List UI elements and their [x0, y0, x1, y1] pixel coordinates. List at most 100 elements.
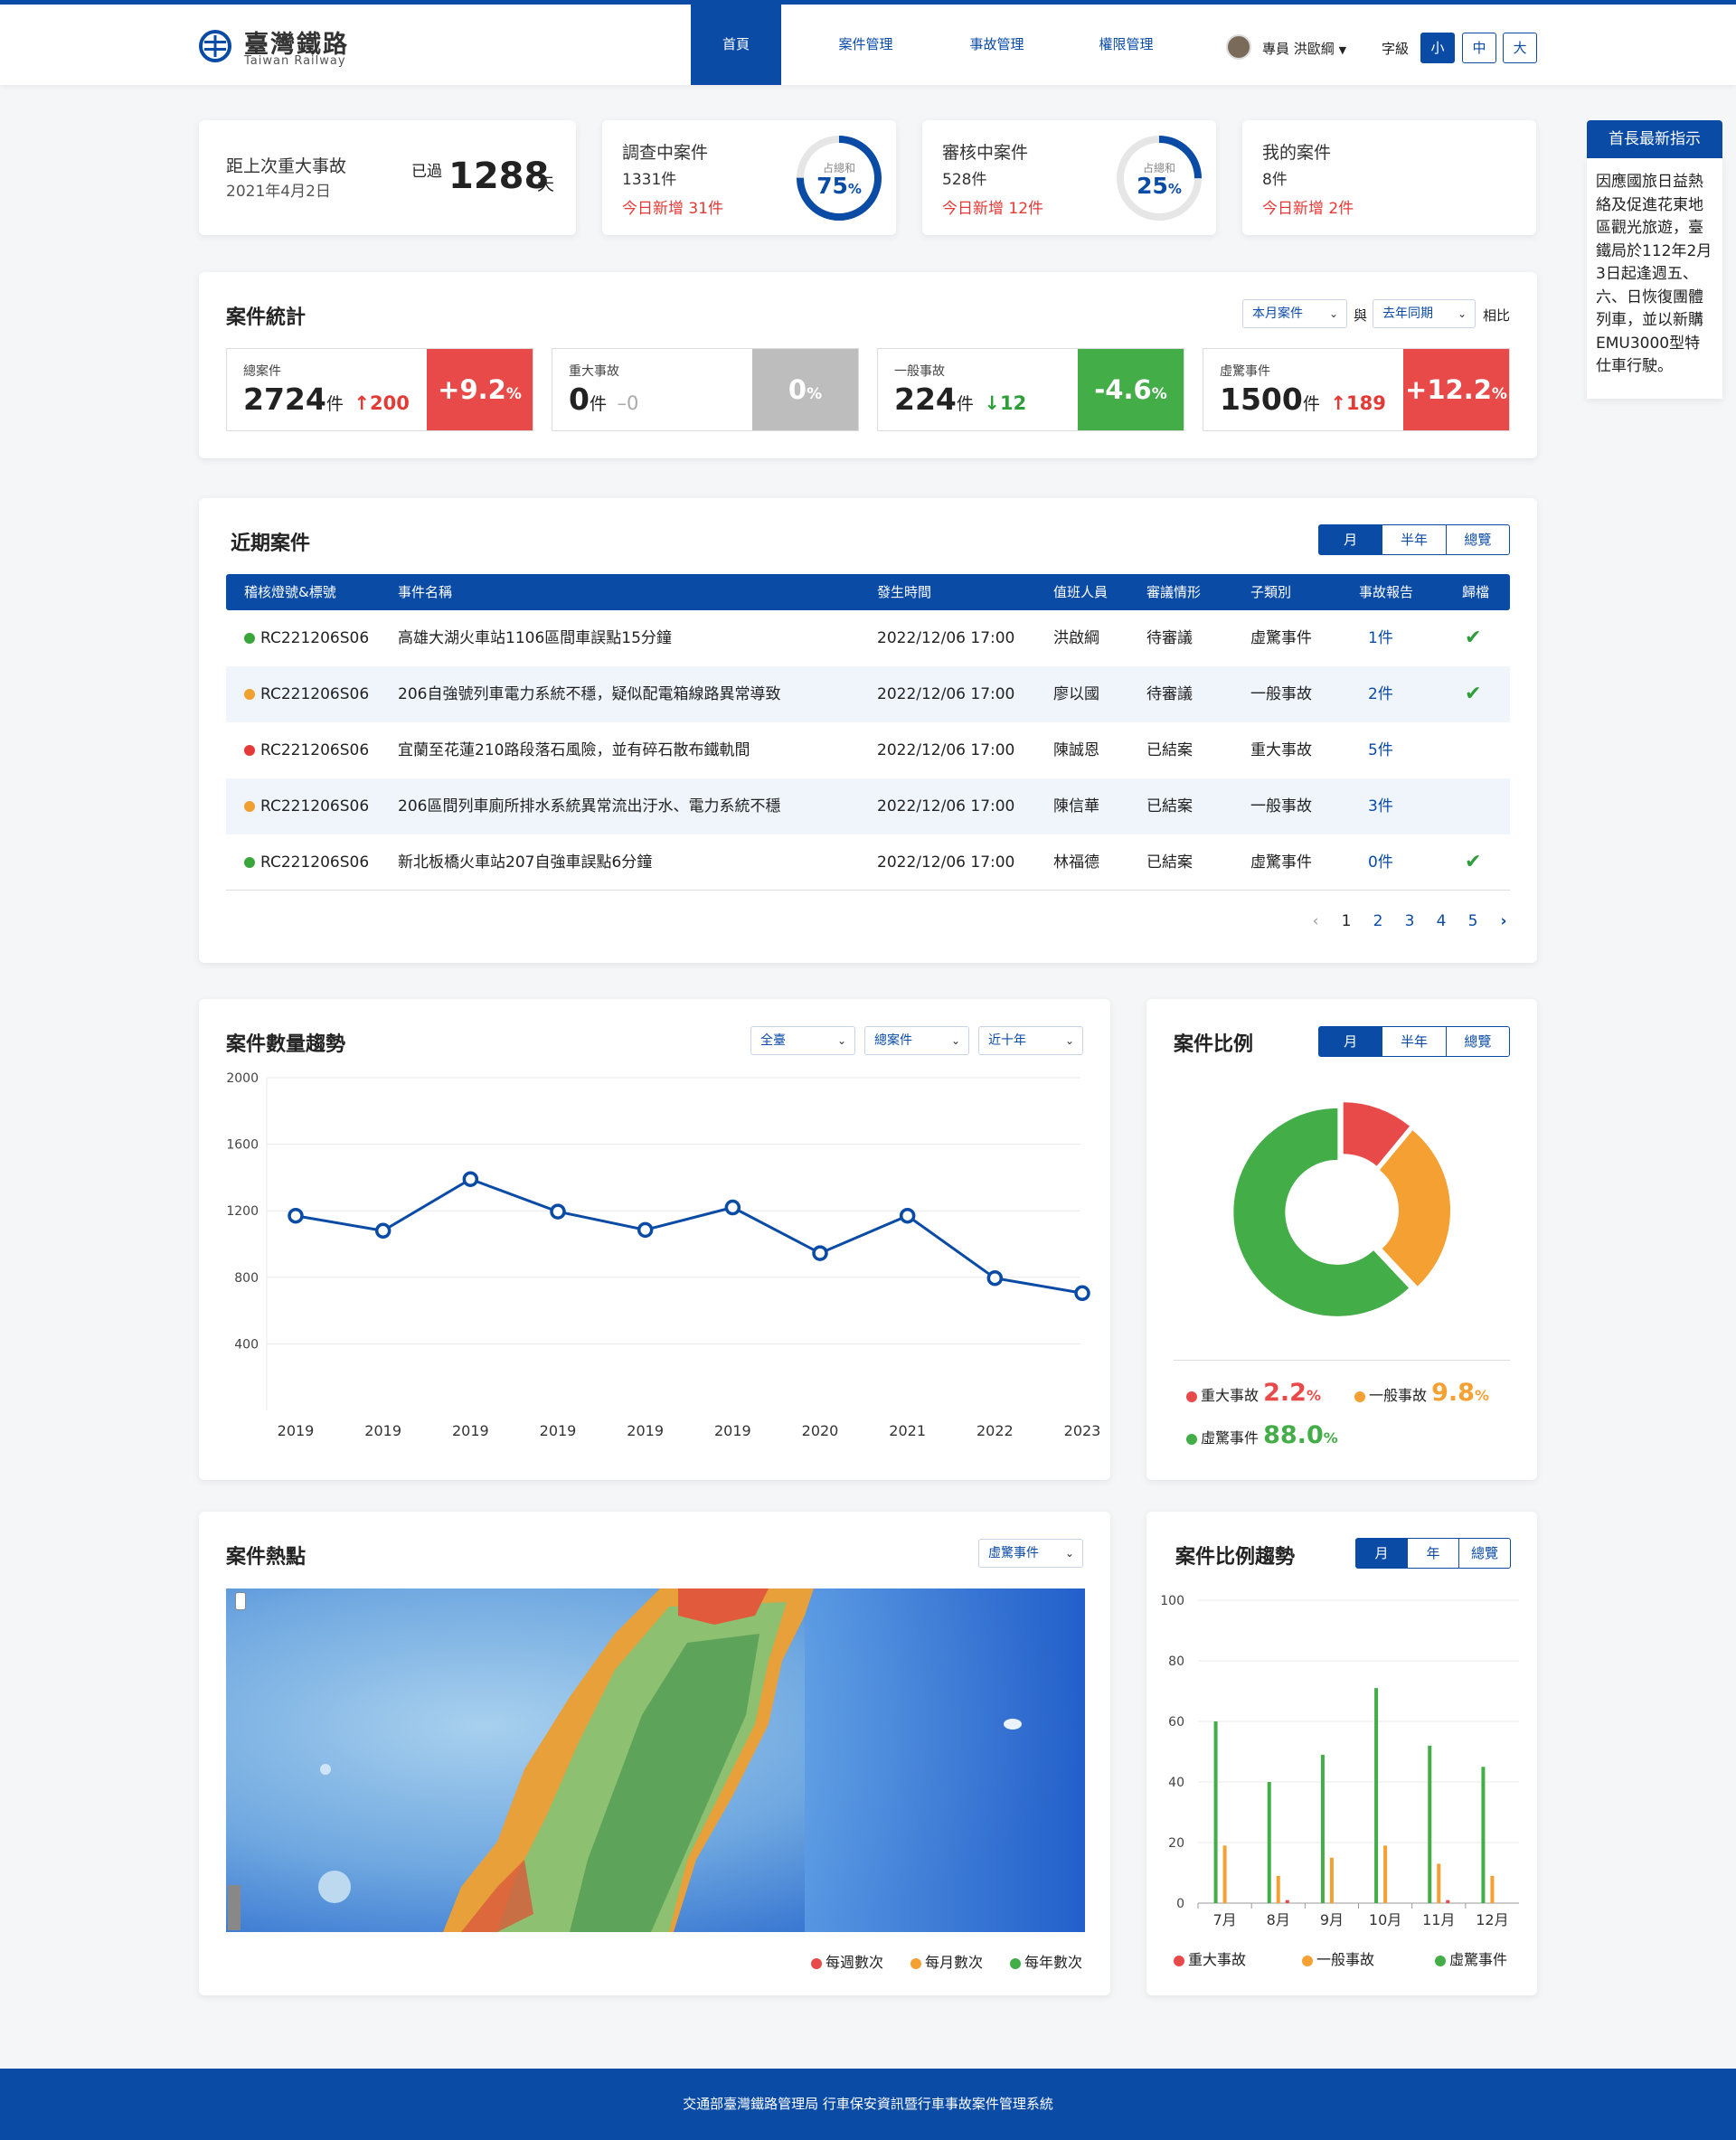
- table-row[interactable]: RC221206S06 高雄大湖火車站1106區間車誤點15分鐘 2022/12/0…: [226, 610, 1510, 666]
- trend-point[interactable]: [899, 1207, 916, 1224]
- column-header[interactable]: 審議情形: [1146, 584, 1202, 600]
- column-header[interactable]: 歸檔: [1462, 584, 1490, 600]
- trend-point[interactable]: [986, 1269, 1004, 1287]
- nav-accident-management[interactable]: 事故管理: [969, 36, 1024, 52]
- user-avatar[interactable]: [1226, 34, 1251, 60]
- tab-overview[interactable]: 總覽: [1464, 532, 1492, 548]
- hotspot-map[interactable]: [226, 1589, 1085, 1932]
- trend-point[interactable]: [1074, 1285, 1090, 1302]
- kpi-my-cases[interactable]: 我的案件 8件 今日新增 2件: [1242, 120, 1536, 235]
- tab-overview[interactable]: 總覽: [1470, 1545, 1498, 1561]
- trend-point[interactable]: [374, 1222, 392, 1240]
- hotspot-type-select[interactable]: 虛驚事件 ⌄: [978, 1539, 1083, 1568]
- bar-虛驚事件[interactable]: [1481, 1767, 1486, 1903]
- cell-name[interactable]: 新北板橋火車站207自強車誤點6分鐘: [398, 853, 653, 872]
- map-layer-control[interactable]: [228, 1885, 241, 1930]
- column-header[interactable]: 稽核燈號&標號: [244, 584, 336, 600]
- stat-near-miss[interactable]: 虛驚事件 1500件 ↑189 +12.2%: [1203, 348, 1510, 431]
- taiwan-heat-map: [226, 1589, 1085, 1932]
- font-size-medium-button[interactable]: 中: [1462, 33, 1496, 63]
- column-header[interactable]: 子類別: [1250, 584, 1292, 600]
- bar-虛驚事件[interactable]: [1320, 1754, 1325, 1903]
- donut-slice[interactable]: [1379, 1130, 1450, 1287]
- case-type-select[interactable]: 總案件 ⌄: [864, 1026, 969, 1055]
- kpi-count: 1331件: [622, 171, 677, 189]
- table-row[interactable]: RC221206S06 206自強號列車電力系統不穩，疑似配電箱線路異常導致 202…: [226, 666, 1510, 722]
- trend-point[interactable]: [637, 1221, 654, 1239]
- bar-虛驚事件[interactable]: [1267, 1782, 1271, 1903]
- trend-point[interactable]: [724, 1199, 741, 1216]
- pagination-page[interactable]: 2: [1373, 912, 1383, 930]
- bar-虛驚事件[interactable]: [1428, 1745, 1432, 1903]
- table-row[interactable]: RC221206S06 宜蘭至花蓮210路段落石風險，並有碎石散布鐵軌間 2022/…: [226, 722, 1510, 778]
- pagination-prev[interactable]: ‹: [1312, 912, 1319, 930]
- trend-point[interactable]: [462, 1171, 479, 1187]
- nav-case-management[interactable]: 案件管理: [838, 36, 893, 52]
- cell-name[interactable]: 206自強號列車電力系統不穩，疑似配電箱線路異常導致: [398, 685, 781, 703]
- donut-slice[interactable]: [1343, 1102, 1410, 1166]
- tab-overview[interactable]: 總覽: [1464, 1033, 1492, 1050]
- cell-name[interactable]: 高雄大湖火車站1106區間車誤點15分鐘: [398, 629, 672, 647]
- bar-一般事故[interactable]: [1437, 1863, 1441, 1903]
- ring-label: 占總和: [822, 162, 855, 174]
- bar-一般事故[interactable]: [1329, 1857, 1334, 1903]
- pagination-page[interactable]: 4: [1436, 912, 1447, 930]
- tab-month[interactable]: 月: [1356, 1539, 1408, 1568]
- kpi-prefix: 已過: [411, 163, 442, 181]
- table-row[interactable]: RC221206S06 206區間列車廁所排水系統異常流出汙水、電力系統不穩 202…: [226, 778, 1510, 834]
- tab-half-year[interactable]: 半年: [1382, 1027, 1447, 1056]
- bar-重大事故[interactable]: [1446, 1900, 1450, 1903]
- compare-select[interactable]: 去年同期 ⌄: [1373, 299, 1476, 328]
- bar-虛驚事件[interactable]: [1213, 1721, 1218, 1903]
- tab-year[interactable]: 年: [1408, 1539, 1459, 1568]
- cell-name[interactable]: 206區間列車廁所排水系統異常流出汙水、電力系統不穩: [398, 797, 781, 815]
- bar-虛驚事件[interactable]: [1374, 1688, 1379, 1903]
- trend-point[interactable]: [288, 1207, 304, 1224]
- cell-report[interactable]: 5件: [1368, 741, 1393, 759]
- stat-general-accidents[interactable]: 一般事故 224件 ↓12 -4.6%: [877, 348, 1184, 431]
- tab-month[interactable]: 月: [1319, 1027, 1383, 1056]
- user-menu[interactable]: 專員 洪歐綱 ▼: [1262, 39, 1346, 58]
- cell-report[interactable]: 3件: [1368, 797, 1393, 815]
- stat-change: ↓12: [984, 392, 1027, 414]
- cell-name[interactable]: 宜蘭至花蓮210路段落石風險，並有碎石散布鐵軌間: [398, 741, 750, 759]
- donut-slice[interactable]: [1233, 1108, 1410, 1316]
- stat-total-cases[interactable]: 總案件 2724件 ↑200 +9.2%: [226, 348, 533, 431]
- y-tick-label: 20: [1168, 1836, 1184, 1851]
- stat-label: 重大事故: [569, 364, 619, 379]
- pagination-page[interactable]: 3: [1404, 912, 1415, 930]
- pagination-page[interactable]: 5: [1467, 912, 1478, 930]
- bar-一般事故[interactable]: [1276, 1875, 1280, 1903]
- range-select[interactable]: 近十年 ⌄: [978, 1026, 1083, 1055]
- font-size-small-button[interactable]: 小: [1420, 33, 1455, 63]
- bar-重大事故[interactable]: [1285, 1900, 1289, 1903]
- legend-dot: [910, 1957, 921, 1969]
- period-select[interactable]: 本月案件 ⌄: [1242, 299, 1347, 328]
- trend-point[interactable]: [812, 1245, 828, 1261]
- tab-month[interactable]: 月: [1319, 525, 1383, 554]
- trend-point[interactable]: [550, 1203, 566, 1220]
- cell-report[interactable]: 2件: [1368, 685, 1393, 703]
- nav-permission-management[interactable]: 權限管理: [1099, 36, 1154, 52]
- column-header[interactable]: 事件名稱: [398, 584, 453, 600]
- column-header[interactable]: 發生時間: [877, 584, 932, 600]
- tab-half-year[interactable]: 半年: [1382, 525, 1447, 554]
- region-select[interactable]: 全臺 ⌄: [750, 1026, 855, 1055]
- nav-home[interactable]: 首頁: [691, 5, 781, 85]
- column-header[interactable]: 事故報告: [1359, 584, 1414, 600]
- case-id-cell: RC221206S06: [244, 666, 369, 722]
- table-row[interactable]: RC221206S06 新北板橋火車站207自強車誤點6分鐘 2022/12/06 …: [226, 834, 1510, 891]
- bar-一般事故[interactable]: [1490, 1875, 1495, 1903]
- column-header[interactable]: 值班人員: [1053, 584, 1109, 600]
- font-size-large-button[interactable]: 大: [1503, 33, 1537, 63]
- map-zoom-control[interactable]: [235, 1592, 246, 1610]
- cell-staff: 廖以國: [1053, 685, 1099, 703]
- cell-report[interactable]: 1件: [1368, 629, 1393, 647]
- bar-一般事故[interactable]: [1222, 1845, 1227, 1903]
- bar-一般事故[interactable]: [1383, 1845, 1388, 1903]
- cell-report[interactable]: 0件: [1368, 853, 1393, 872]
- pagination-page[interactable]: 1: [1341, 912, 1352, 930]
- stat-major-accidents[interactable]: 重大事故 0件 –0 0%: [552, 348, 859, 431]
- audit-status-dot: [244, 801, 255, 812]
- pagination-next[interactable]: ›: [1500, 912, 1507, 930]
